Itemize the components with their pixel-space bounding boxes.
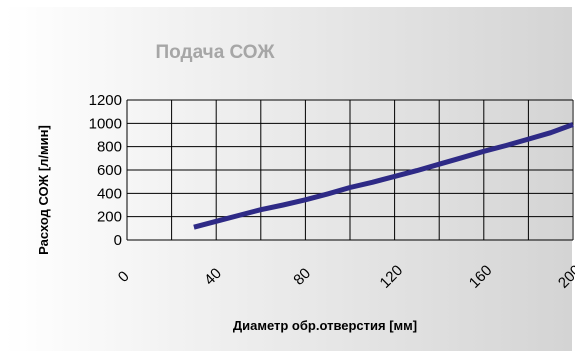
chart-title: Подача СОЖ — [156, 42, 276, 63]
y-tick-label: 1200 — [89, 92, 122, 109]
series-line — [193, 122, 574, 230]
plot-grid — [126, 99, 574, 241]
y-tick-label: 200 — [97, 209, 122, 226]
y-tick-label: 400 — [97, 185, 122, 202]
y-axis-label: Расход СОЖ [л/мин] — [36, 125, 51, 255]
y-tick-label: 800 — [97, 139, 122, 156]
x-axis-label: Диаметр обр.отверстия [мм] — [233, 318, 417, 333]
y-tick-labels: 0 200 400 600 800 1000 1200 — [89, 92, 122, 249]
series-layer — [193, 122, 574, 230]
chart-background — [5, 7, 572, 351]
y-tick-label: 0 — [114, 232, 122, 249]
y-tick-label: 1000 — [89, 115, 122, 132]
y-tick-label: 600 — [97, 162, 122, 179]
